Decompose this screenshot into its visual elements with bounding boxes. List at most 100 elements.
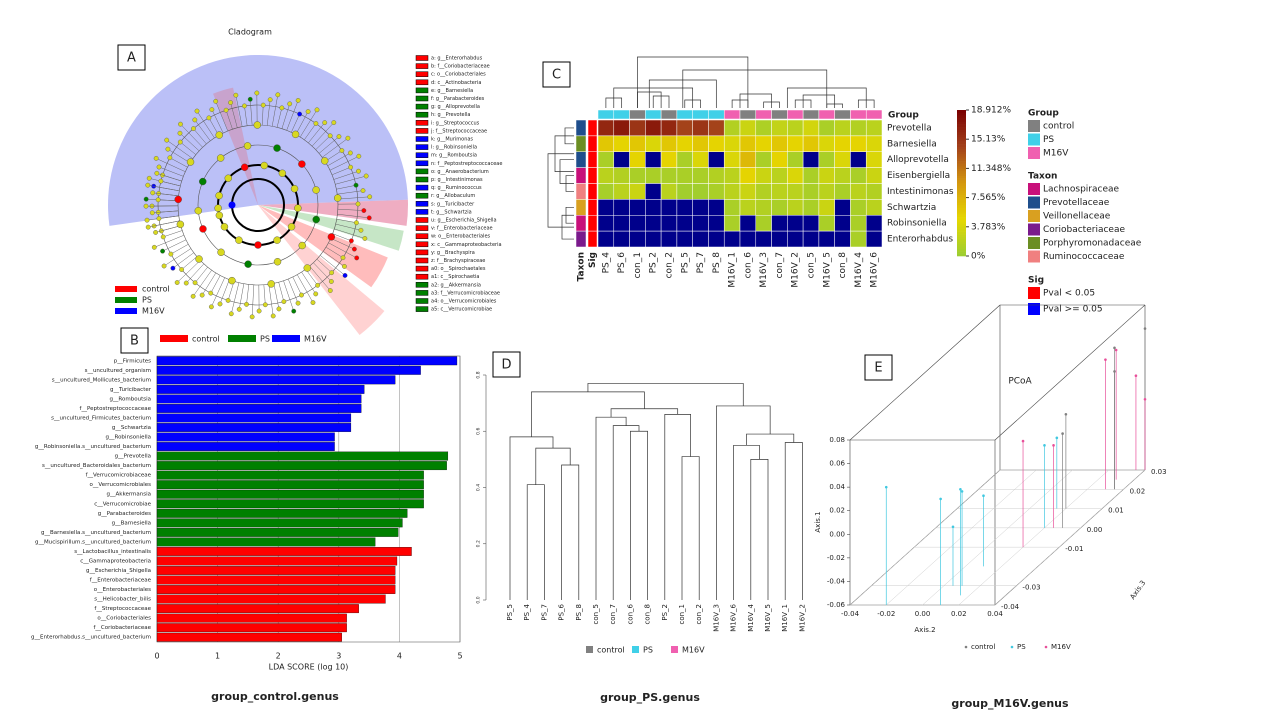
leaf-label: PS_7: [540, 604, 548, 621]
leaf-label: M16V_2: [798, 604, 806, 632]
key-label: k: g__Murimonas: [431, 137, 473, 143]
clade-branch: [311, 122, 334, 147]
colorbar-step: [957, 241, 966, 245]
heat-cell: [771, 167, 788, 184]
clade-node: [281, 299, 287, 304]
clade-node: [155, 197, 161, 203]
clade-node: [177, 130, 183, 136]
sig-cell: [587, 119, 598, 137]
legend-title: Sig: [1028, 276, 1044, 286]
category-label: g__Mucispirillum.s__uncultured_bacterium: [35, 539, 151, 545]
clade-node: [156, 216, 162, 221]
legend-label: Ruminococcaceae: [1043, 252, 1125, 262]
clade-node: [146, 175, 152, 181]
bar: [156, 489, 424, 499]
key-swatch: [415, 55, 429, 61]
point: [1134, 374, 1138, 378]
heat-cell: [865, 135, 883, 152]
category-label: f__Verrucomicrobiaceae: [86, 473, 152, 479]
point: [1021, 439, 1025, 443]
y-tick-label: 0.00: [829, 530, 845, 538]
bar: [156, 537, 376, 547]
clade-branch: [219, 279, 230, 305]
leaf-label: PS_6: [558, 603, 566, 620]
clade-branch: [304, 123, 317, 140]
clade-node: [295, 98, 301, 103]
clade-node: [278, 169, 287, 177]
clade-node: [291, 130, 300, 139]
key-label: u: g__Escherichia_Shigella: [431, 218, 497, 224]
dendro-branch: [595, 416, 627, 600]
legend-swatch: [115, 297, 137, 303]
heat-cell: [739, 135, 757, 152]
legend-swatch: [671, 646, 678, 653]
dendro-branch: [561, 464, 580, 600]
key-swatch: [415, 192, 429, 199]
plot-frame: [156, 355, 461, 643]
sig-cell: [587, 183, 598, 200]
group-cell: [692, 109, 709, 120]
bar: [156, 585, 396, 594]
colorbar-step: [957, 163, 966, 167]
heat-cell: [597, 199, 615, 216]
clade-branch: [249, 99, 253, 126]
column-label: M16V_4: [854, 252, 864, 288]
bar: [156, 470, 424, 480]
panel-box: [864, 354, 893, 381]
clade-node: [327, 233, 336, 241]
heat-cell: [771, 230, 788, 248]
legend-label: control: [192, 335, 220, 344]
clade-node: [298, 241, 306, 250]
clade-node: [213, 98, 219, 104]
clade-branch: [194, 119, 211, 141]
clade-node: [165, 146, 171, 152]
heat-cell: [739, 199, 757, 216]
x-tick-label: 0: [154, 652, 159, 661]
leaf-label: PS_2: [661, 604, 669, 621]
taxon-cell: [575, 183, 587, 200]
heat-cell: [850, 215, 867, 232]
y-tick-label: -0.02: [827, 554, 845, 562]
clade-node: [276, 306, 282, 312]
category-label: o__Enterobacteriales: [94, 587, 151, 593]
clade-node: [315, 282, 321, 288]
clade-branch: [162, 239, 187, 252]
column-label: PS_5: [680, 252, 690, 273]
clade-node: [215, 131, 223, 139]
clade-node: [298, 160, 306, 168]
clade-branch: [315, 135, 331, 150]
key-label: v: f__Enterobacteriaceae: [431, 226, 493, 232]
legend-label: PS: [1043, 135, 1054, 145]
key-swatch: [415, 209, 429, 215]
legend-marker: [1010, 645, 1014, 649]
legend-title: Group: [1028, 109, 1059, 119]
heat-cell: [597, 183, 615, 200]
clade-node: [153, 155, 159, 161]
clade-branch: [308, 122, 325, 143]
clade-shade: [258, 205, 404, 251]
clade-node: [144, 217, 150, 223]
z-tick-label: 0.01: [1108, 507, 1124, 515]
clade-node: [150, 190, 156, 196]
leaf-label: M16V_5: [764, 604, 772, 632]
key-swatch: [415, 282, 429, 288]
category-label: f__Streptococcaceae: [94, 606, 151, 612]
category-label: f__Coriobacteriaceae: [93, 625, 151, 631]
point: [959, 487, 962, 491]
bar: [156, 623, 347, 633]
clade-node: [192, 280, 198, 286]
key-swatch: [415, 290, 429, 296]
dendro-branch: [610, 408, 679, 418]
clade-node: [220, 223, 229, 231]
category-label: g__Parabacteroides: [98, 511, 151, 517]
bar: [156, 404, 362, 413]
column-label: PS_8: [712, 252, 722, 274]
key-label: r: g__Allobaculum: [431, 193, 475, 199]
heat-cell: [739, 151, 757, 168]
clade-node: [235, 236, 243, 244]
heat-cell: [676, 183, 693, 200]
colorbar-step: [957, 156, 966, 159]
heat-cell: [834, 167, 851, 184]
clade-branch: [179, 133, 200, 152]
panel-box: [542, 61, 571, 88]
